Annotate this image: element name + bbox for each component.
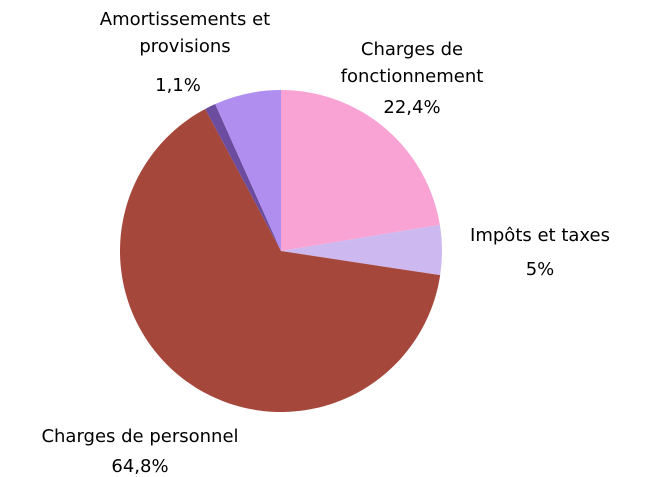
value-label: 22,4% (383, 97, 441, 118)
pie-slice (120, 108, 441, 412)
value-label: 1,1% (155, 75, 201, 96)
slice-label: Charges de personnel (41, 426, 239, 447)
pie-slice (281, 224, 443, 276)
value-label: 5% (525, 259, 555, 280)
slice-label: Amortissements et provisions (99, 9, 271, 57)
pie-slice (215, 90, 281, 251)
pie-slice (205, 104, 281, 251)
slice-label: Impôts et taxes (470, 225, 610, 246)
slice-label: Charges de fonctionnement (340, 39, 484, 87)
value-label: 64,8% (111, 456, 169, 477)
pie-slice (281, 90, 440, 251)
